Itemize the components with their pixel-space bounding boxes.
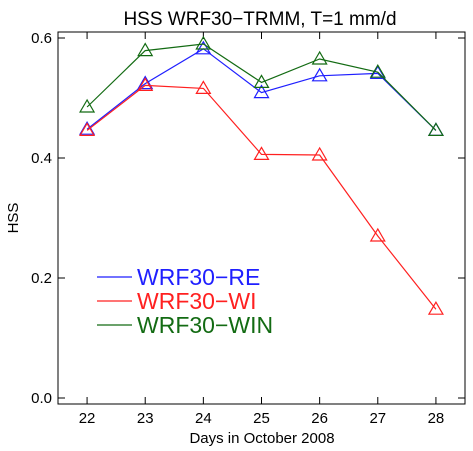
x-tick-label: 24 (195, 410, 212, 427)
data-point-marker (311, 50, 328, 65)
x-axis-label: Days in October 2008 (189, 430, 334, 447)
y-tick-label: 0.4 (31, 150, 52, 167)
data-point-marker (311, 146, 328, 161)
data-point-marker (369, 64, 386, 78)
data-point-marker (195, 40, 212, 55)
data-point-marker (195, 80, 212, 95)
series-group (79, 40, 444, 136)
data-point-marker (137, 75, 154, 90)
series-group (79, 35, 444, 136)
data-point-marker (253, 84, 270, 99)
y-axis-label: HSS (5, 203, 22, 234)
legend-label: WRF30−WIN (137, 312, 273, 338)
x-tick-label: 22 (79, 410, 96, 427)
data-point-marker (79, 122, 96, 136)
data-point-marker (427, 301, 444, 315)
series-group (79, 77, 444, 315)
chart-title: HSS WRF30−TRMM, T=1 mm/d (123, 9, 396, 30)
y-tick-label: 0.6 (31, 30, 52, 47)
data-point-marker (253, 146, 270, 160)
data-point-marker (195, 35, 212, 50)
x-tick-label: 27 (369, 410, 386, 427)
data-point-marker (311, 67, 328, 82)
x-tick-label: 28 (428, 410, 445, 427)
series-line (86, 48, 437, 131)
axis-ticks: 0.0 0.2 0.4 0.6 22 23 24 25 26 27 28 (31, 30, 465, 427)
x-tick-label: 26 (311, 410, 328, 427)
data-point-marker (79, 98, 96, 113)
y-tick-label: 0.0 (31, 390, 52, 407)
legend-label: WRF30−RE (137, 264, 260, 290)
data-point-marker (369, 227, 386, 242)
series-line (86, 43, 437, 131)
data-point-marker (427, 122, 444, 136)
series-line (86, 84, 437, 310)
x-tick-label: 25 (253, 410, 270, 427)
y-tick-label: 0.2 (31, 270, 52, 287)
data-point-marker (137, 77, 154, 92)
x-tick-label: 23 (137, 410, 154, 427)
data-point-marker (253, 74, 270, 89)
legend-label: WRF30−WI (137, 288, 256, 314)
series-layer (79, 35, 444, 315)
data-point-marker (369, 65, 386, 80)
data-point-marker (137, 42, 154, 57)
